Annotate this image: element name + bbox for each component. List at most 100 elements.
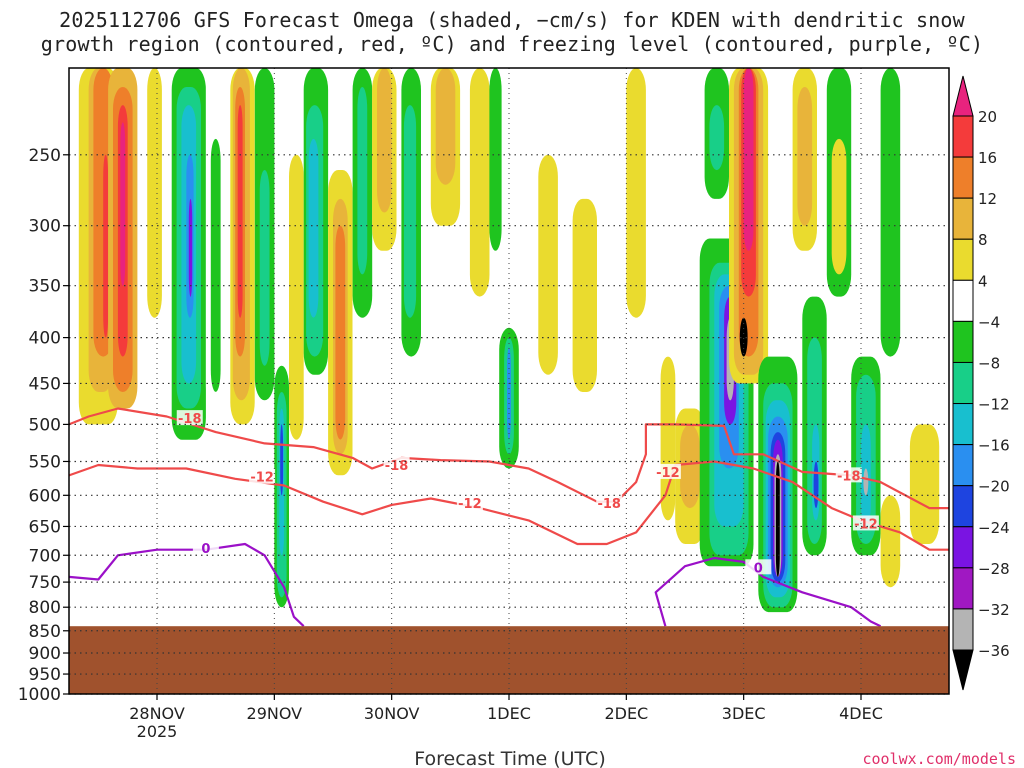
x-tick-label: 3DEC: [722, 704, 766, 723]
colorbar-box: [952, 403, 974, 446]
chart-title-line-1: 2025112706 GFS Forecast Omega (shaded, −…: [59, 8, 965, 32]
colorbar-label: −32: [978, 601, 1010, 619]
contour-layer: -18 -18 -18 -18 -12 -12 -12 -12 0 0: [68, 407, 949, 628]
colorbar-label: 12: [978, 190, 997, 208]
chart-title-line-2: growth region (contoured, red, ºC) and f…: [40, 32, 984, 56]
colorbar-box: [952, 567, 974, 610]
contour-label-bg: [249, 468, 276, 484]
y-tick-label: 650: [29, 517, 61, 537]
colorbar-box: [952, 197, 974, 240]
colorbar-label: −36: [978, 642, 1010, 660]
contour-label: -18: [837, 469, 861, 484]
omega-cell: [469, 68, 490, 297]
y-tick-label: 400: [29, 329, 61, 349]
colorbar-box: [952, 156, 974, 199]
contour-label-bg: [835, 467, 862, 483]
y-tick-label: 700: [29, 546, 61, 566]
contour-label-bg: [192, 539, 219, 555]
colorbar-box: [952, 320, 974, 363]
y-tick-label: 950: [29, 665, 61, 685]
colorbar-label: −16: [978, 437, 1010, 455]
colorbar-box: [952, 485, 974, 528]
omega-cell: [210, 138, 221, 392]
y-tick-label: 550: [29, 452, 61, 472]
y-tick-label: 750: [29, 573, 61, 593]
colorbar-label: 4: [978, 272, 988, 290]
x-tick-label: 1DEC: [487, 704, 531, 723]
omega-cell: [280, 424, 284, 496]
colorbar-box: [952, 444, 974, 487]
omega-cell: [120, 122, 126, 286]
omega-cell: [335, 225, 346, 440]
colorbar-label: 8: [978, 231, 988, 249]
y-tick-label: 850: [29, 622, 61, 642]
contour-label-bg: [176, 410, 203, 426]
omega-cell: [813, 461, 819, 509]
contour-label: -12: [656, 466, 680, 481]
contour-label: -18: [385, 459, 409, 474]
omega-cell: [259, 170, 270, 366]
colorbar-label: 16: [978, 149, 997, 167]
x-tick-label: 28NOV: [129, 704, 185, 723]
omega-cell: [489, 68, 502, 251]
y-tick-label: 1000: [18, 685, 61, 705]
colorbar-box: [952, 115, 974, 158]
dgz-contour-line: [68, 407, 949, 510]
contour-label-bg: [596, 495, 623, 511]
colorbar-box: [952, 238, 974, 281]
omega-cell: [237, 105, 243, 318]
contour-label: 0: [754, 561, 763, 576]
contour-label-bg: [456, 495, 483, 511]
x-tick-label: 4DEC: [839, 704, 883, 723]
omega-cell: [626, 68, 646, 318]
ground-fill: [69, 626, 949, 694]
x-tick-sublabel: 2025: [137, 722, 178, 741]
omega-cell: [709, 105, 725, 171]
credit-link[interactable]: coolwx.com/models: [862, 750, 1016, 768]
colorbar-label: −28: [978, 560, 1010, 578]
omega-cell: [660, 356, 676, 521]
omega-cell: [743, 68, 754, 251]
omega-cell: [797, 87, 813, 226]
colorbar-label: −24: [978, 519, 1010, 537]
y-tick-label: 900: [29, 644, 61, 664]
omega-cell: [403, 105, 417, 318]
omega-cell: [572, 198, 597, 392]
omega-cell: [103, 154, 109, 338]
y-tick-label: 450: [29, 374, 61, 394]
omega-cell: [435, 68, 456, 185]
contour-label: -12: [854, 517, 878, 532]
colorbar-label: −12: [978, 396, 1010, 414]
freezing-level-line: [68, 542, 305, 627]
y-tick-label: 350: [29, 277, 61, 297]
contour-label: -12: [250, 471, 274, 486]
omega-cell: [308, 138, 319, 318]
contour-label: -12: [458, 497, 482, 512]
contour-label-bg: [654, 463, 681, 479]
omega-cell: [880, 495, 901, 588]
contour-label: -18: [178, 412, 202, 427]
omega-cell: [188, 198, 193, 297]
x-axis-label: Forecast Time (UTC): [414, 748, 605, 768]
omega-cell: [880, 68, 901, 357]
x-tick-label: 2DEC: [604, 704, 648, 723]
contour-label-bg: [383, 456, 410, 472]
omega-cell: [147, 68, 162, 318]
contour-label: 0: [201, 542, 210, 557]
y-tick-label: 300: [29, 217, 61, 237]
colorbar-box: [952, 608, 974, 651]
omega-cell: [538, 154, 558, 375]
omega-cell: [377, 68, 392, 213]
y-tick-label: 800: [29, 598, 61, 618]
omega-cell: [289, 154, 304, 440]
colorbar-label: −4: [978, 313, 1000, 331]
omega-cell: [863, 468, 869, 496]
colorbar-top-arrow: [952, 75, 974, 117]
x-tick-label: 30NOV: [364, 704, 420, 723]
omega-cell: [739, 317, 748, 357]
colorbar-box: [952, 279, 974, 322]
colorbar: 20 16 12 8 4 −4 −8 −12 −16 −20 −24 −28 −32 −36: [952, 75, 1010, 691]
